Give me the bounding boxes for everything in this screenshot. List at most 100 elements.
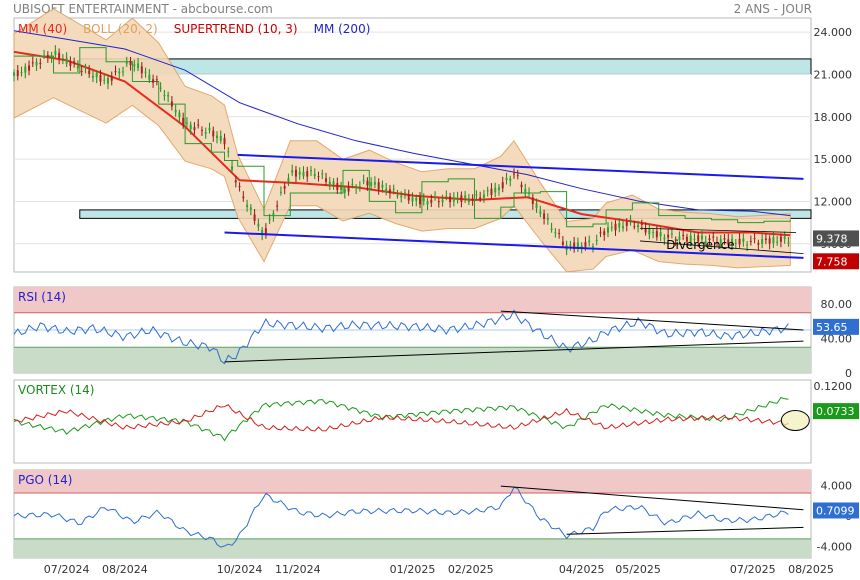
divergence-line-bottom — [639, 240, 804, 255]
candle-body — [445, 195, 448, 197]
candle-body — [569, 244, 572, 246]
divergence-annotation: Divergence — [666, 238, 734, 252]
candle-body — [539, 211, 542, 214]
candle-body — [302, 171, 305, 177]
candle-body — [309, 170, 312, 172]
candle-body — [543, 213, 546, 220]
candle-body — [174, 109, 177, 113]
candle-body — [39, 62, 42, 65]
candle-body — [261, 229, 264, 235]
candle-body — [738, 238, 741, 245]
candle-body — [422, 198, 425, 202]
candle-body — [449, 196, 452, 203]
candle-body — [242, 196, 245, 199]
vortex-highlight-ellipse — [780, 409, 810, 431]
candle-body — [764, 238, 767, 241]
rsi-trendline — [224, 340, 804, 363]
candle-body — [159, 87, 162, 89]
candle-body — [13, 72, 15, 76]
candle-body — [182, 117, 185, 125]
candle-body — [377, 182, 380, 190]
resistance-zone — [79, 58, 812, 75]
candle-body — [388, 189, 391, 194]
candle-body — [419, 197, 422, 205]
candle-body — [234, 180, 237, 183]
candle-body — [69, 61, 72, 66]
vortex-minus-line — [13, 404, 789, 432]
pgo-value-badge: 0.7099 — [816, 504, 855, 517]
candle-body — [629, 219, 632, 221]
candle-body — [558, 233, 561, 235]
candle-body — [178, 112, 181, 118]
candle-body — [524, 188, 527, 193]
candle-body — [783, 236, 786, 240]
3-tick: 4.000 — [821, 479, 853, 492]
candle-body — [712, 236, 715, 238]
legend-entry: SUPERTREND (10, 3) — [174, 22, 298, 36]
candle-body — [731, 238, 734, 245]
1-tick: 40.00 — [821, 333, 853, 346]
candle-body — [336, 183, 339, 191]
candle-body — [689, 235, 692, 242]
candle-body — [373, 181, 376, 185]
candle-body — [606, 227, 609, 233]
candle-body — [84, 67, 87, 69]
candle-body — [509, 178, 512, 181]
candle-body — [415, 197, 418, 201]
candle-body — [648, 228, 651, 235]
candle-body — [155, 79, 158, 81]
candle-body — [358, 186, 361, 188]
candle-body — [351, 183, 354, 185]
candle-body — [633, 226, 636, 228]
candle-body — [659, 232, 662, 237]
candle-body — [313, 173, 316, 177]
0-tick: 24.000 — [814, 26, 853, 39]
candle-body — [595, 239, 598, 242]
candle-body — [644, 227, 647, 233]
candle-body — [576, 242, 579, 248]
candle-body — [347, 186, 350, 192]
candle-body — [238, 185, 241, 187]
candle-body — [479, 197, 482, 199]
candle-body — [317, 176, 320, 178]
candle-body — [200, 129, 203, 131]
pgo-line — [13, 486, 789, 548]
candle-body — [291, 170, 294, 173]
candle-body — [700, 235, 703, 240]
candle-body — [655, 230, 658, 238]
candle-body — [663, 237, 666, 240]
divergence-line-top — [639, 227, 796, 233]
candle-body — [385, 188, 388, 193]
pgo-trendline — [500, 485, 804, 511]
rsi-oversold-zone — [14, 347, 811, 373]
candle-body — [426, 201, 429, 205]
candle-body — [614, 223, 617, 231]
candle-body — [501, 182, 504, 189]
candle-body — [73, 61, 76, 63]
pgo-title: PGO (14) — [18, 473, 72, 487]
candle-body — [99, 74, 102, 82]
vortex-value-badge: 0.0733 — [816, 405, 855, 418]
candle-body — [24, 66, 27, 73]
candle-body — [704, 241, 707, 243]
candle-body — [31, 62, 34, 64]
candle-body — [328, 181, 331, 186]
candle-body — [340, 186, 343, 190]
candle-body — [167, 94, 170, 97]
candle-body — [685, 236, 688, 242]
x-axis-label: 11/2024 — [275, 563, 321, 576]
candle-body — [140, 66, 143, 74]
candle-body — [332, 181, 335, 185]
candle-body — [546, 217, 549, 220]
3-tick: -4.000 — [817, 541, 852, 554]
last-price-badge-bg — [813, 230, 859, 247]
candle-body — [80, 70, 83, 72]
candle-body — [513, 173, 516, 175]
x-axis-label: 07/2025 — [730, 563, 776, 576]
bollinger-band — [13, 8, 791, 273]
candle-body — [776, 241, 779, 243]
candle-body — [787, 242, 790, 244]
candle-body — [163, 94, 166, 96]
candle-body — [43, 55, 46, 57]
